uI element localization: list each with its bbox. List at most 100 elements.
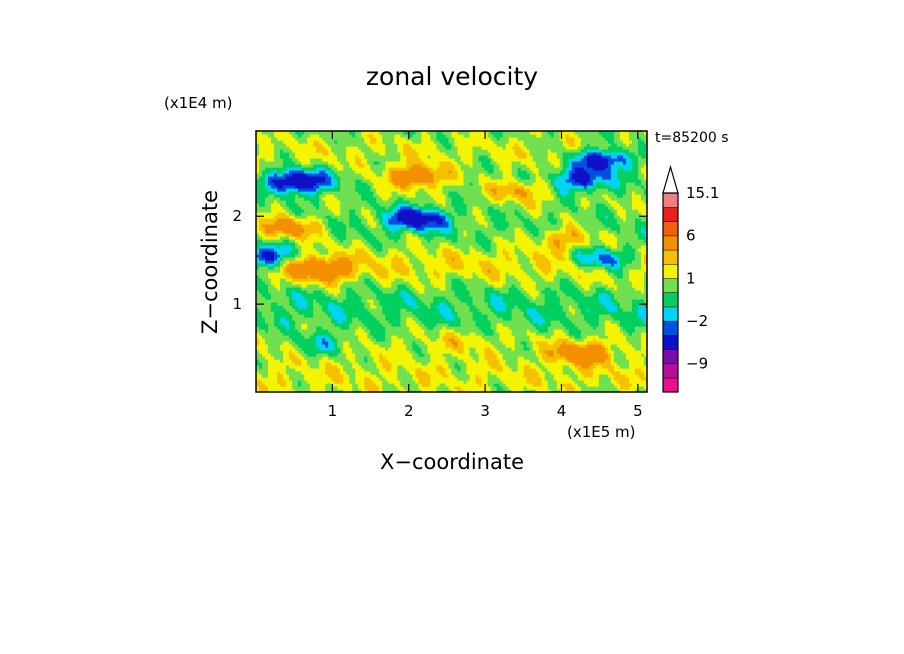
contour-cell — [313, 260, 317, 264]
contour-cell — [259, 311, 263, 315]
contour-cell — [382, 302, 386, 306]
contour-cell — [355, 284, 359, 288]
contour-cell — [283, 359, 287, 363]
contour-cell — [265, 197, 269, 201]
contour-cell — [346, 335, 350, 339]
contour-cell — [319, 203, 323, 207]
contour-cell — [412, 164, 417, 168]
contour-cell — [397, 269, 401, 273]
contour-cell — [415, 158, 420, 162]
contour-cell — [358, 206, 362, 210]
contour-cell — [394, 251, 398, 255]
contour-cell — [286, 266, 290, 270]
contour-cell — [379, 215, 383, 219]
contour-cell — [295, 248, 299, 252]
contour-cell — [397, 242, 401, 246]
contour-cell — [259, 281, 263, 285]
contour-cell — [262, 317, 266, 321]
contour-cell — [361, 161, 365, 165]
contour-cell — [385, 272, 389, 276]
contour-cell — [283, 206, 287, 210]
contour-cell — [382, 350, 386, 354]
contour-cell — [397, 365, 401, 369]
contour-cell — [271, 356, 275, 360]
contour-cell — [283, 308, 287, 312]
contour-cell — [415, 338, 420, 342]
contour-cell — [319, 320, 323, 324]
contour-cell — [388, 278, 392, 282]
contour-cell — [301, 293, 305, 297]
contour-cell — [280, 188, 284, 192]
contour-cell — [385, 137, 389, 141]
contour-cell — [373, 218, 377, 222]
contour-cell — [346, 386, 350, 390]
contour-cell — [346, 383, 350, 387]
contour-cell — [274, 278, 278, 282]
contour-cell — [322, 236, 326, 240]
contour-cell — [376, 167, 380, 171]
contour-cell — [373, 383, 377, 387]
contour-cell — [379, 146, 383, 150]
contour-cell — [379, 269, 383, 273]
contour-cell — [304, 365, 308, 369]
contour-cell — [364, 296, 368, 300]
contour-cell — [280, 260, 284, 264]
contour-cell — [259, 314, 263, 318]
contour-cell — [337, 176, 341, 180]
contour-cell — [274, 140, 278, 144]
contour-cell — [280, 182, 284, 186]
contour-cell — [268, 353, 272, 357]
contour-cell — [418, 242, 423, 246]
contour-cell — [277, 251, 281, 255]
contour-cell — [373, 182, 377, 186]
contour-cell — [292, 293, 296, 297]
contour-cell — [313, 191, 317, 195]
contour-cell — [352, 215, 356, 219]
contour-cell — [289, 233, 293, 237]
contour-cell — [382, 212, 386, 216]
contour-cell — [328, 221, 332, 225]
contour-cell — [352, 209, 356, 213]
contour-cell — [400, 329, 404, 333]
contour-cell — [346, 272, 350, 276]
contour-cell — [358, 194, 362, 198]
contour-cell — [412, 356, 417, 360]
contour-cell — [283, 389, 287, 392]
contour-cell — [373, 287, 377, 291]
contour-cell — [268, 332, 272, 336]
contour-cell — [376, 260, 380, 264]
contour-cell — [283, 158, 287, 162]
contour-cell — [409, 287, 413, 291]
contour-cell — [385, 251, 389, 255]
contour-cell — [256, 362, 260, 366]
contour-cell — [325, 170, 329, 174]
contour-cell — [259, 323, 263, 327]
contour-cell — [304, 227, 308, 231]
contour-cell — [415, 149, 420, 153]
contour-cell — [355, 269, 359, 273]
contour-cell — [328, 188, 332, 192]
contour-cell — [289, 230, 293, 234]
contour-cell — [316, 341, 320, 345]
contour-cell — [388, 176, 392, 180]
contour-cell — [262, 218, 266, 222]
contour-cell — [364, 332, 368, 336]
contour-cell — [340, 287, 344, 291]
contour-cell — [343, 176, 347, 180]
contour-cell — [268, 374, 272, 378]
contour-cell — [271, 362, 275, 366]
contour-cell — [271, 374, 275, 378]
contour-cell — [268, 188, 272, 192]
contour-cell — [325, 188, 329, 192]
contour-cell — [313, 296, 317, 300]
contour-cell — [256, 272, 260, 276]
contour-cell — [352, 314, 356, 318]
contour-cell — [349, 242, 353, 246]
contour-cell — [409, 251, 413, 255]
contour-cell — [400, 134, 404, 138]
contour-cell — [316, 332, 320, 336]
contour-cell — [382, 275, 386, 279]
contour-cell — [325, 272, 329, 276]
contour-cell — [364, 161, 368, 165]
contour-cell — [265, 209, 269, 213]
